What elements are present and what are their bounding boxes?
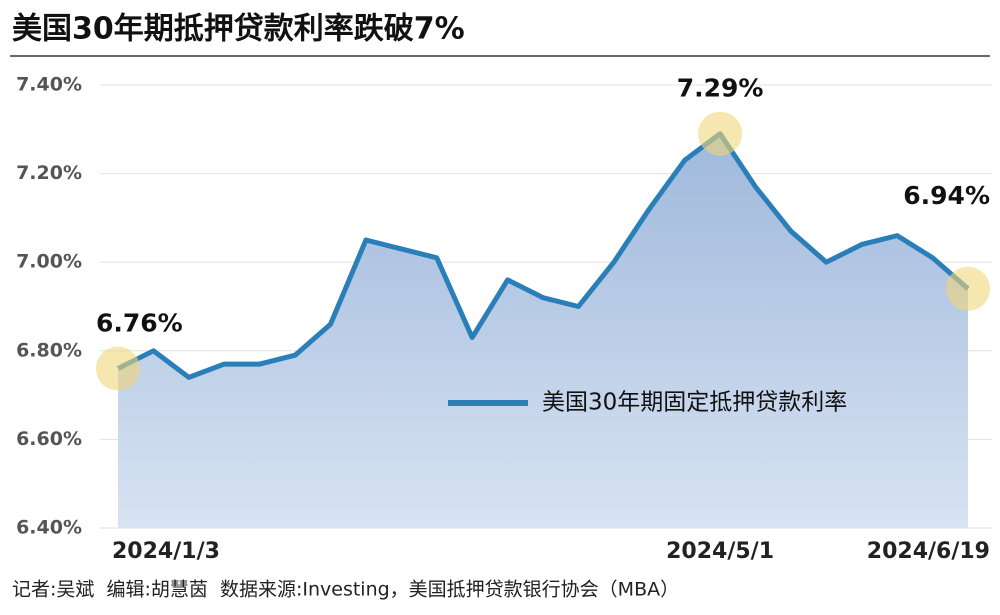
value-label: 6.94% (903, 181, 990, 210)
x-tick-label: 2024/6/19 (867, 539, 990, 564)
line (116, 131, 970, 380)
y-tick-label: 7.20% (16, 162, 82, 184)
y-tick-label: 6.80% (16, 339, 82, 361)
y-tick-label: 6.40% (16, 517, 82, 539)
x-tick-label: 2024/5/1 (666, 539, 774, 564)
y-tick-label: 7.00% (16, 251, 82, 273)
area (118, 133, 968, 529)
y-tick-label: 7.40% (16, 74, 82, 96)
y-tick-label: 6.60% (16, 428, 82, 450)
legend-label: 美国30年期固定抵押贷款利率 (542, 390, 847, 416)
highlight (698, 111, 743, 156)
highlight (946, 266, 990, 311)
footer: 记者:吴斌 编辑:胡慧茵 数据来源:Investing，美国抵押贷款银行协会（M… (12, 579, 679, 601)
value-label: 6.76% (96, 309, 183, 338)
highlight (96, 346, 140, 391)
value-label: 7.29% (677, 74, 764, 103)
x-tick-label: 2024/1/3 (112, 539, 220, 564)
chart-title: 美国30年期抵押贷款利率跌破7% (12, 12, 465, 47)
